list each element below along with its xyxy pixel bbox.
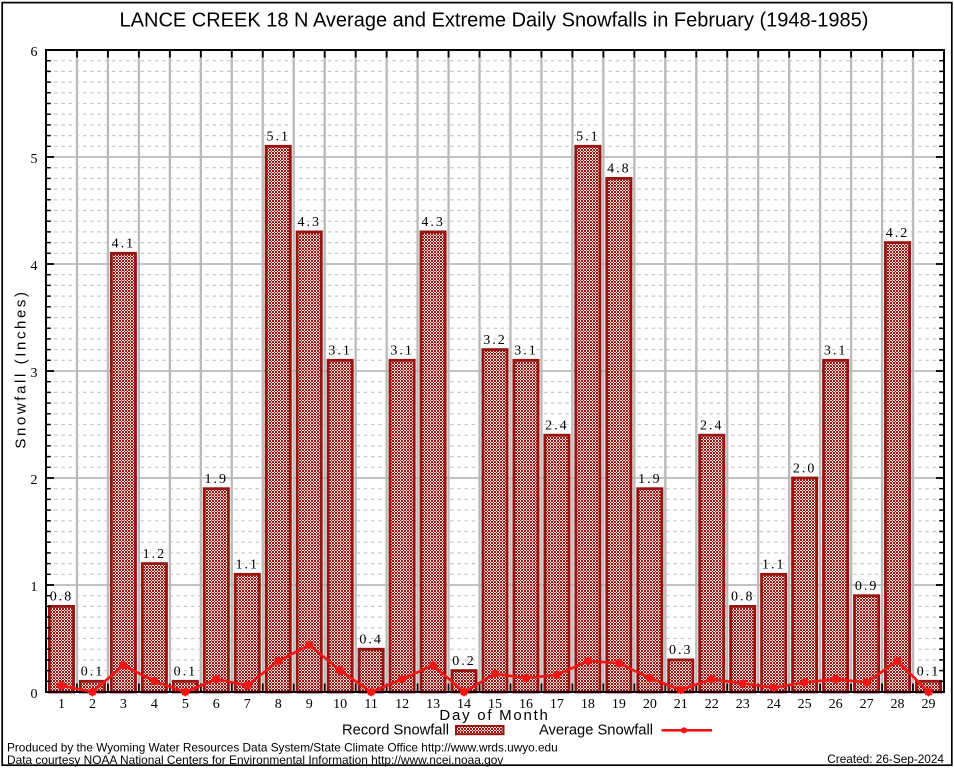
svg-text:LANCE CREEK 18 N Average and E: LANCE CREEK 18 N Average and Extreme Dai… <box>120 10 869 32</box>
svg-text:20: 20 <box>643 697 657 712</box>
svg-text:25: 25 <box>798 697 812 712</box>
svg-text:2: 2 <box>89 697 96 712</box>
svg-text:1.1: 1.1 <box>236 558 260 573</box>
svg-text:3.1: 3.1 <box>514 344 538 359</box>
svg-text:Created: 26-Sep-2024: Created: 26-Sep-2024 <box>827 752 944 766</box>
svg-text:19: 19 <box>612 697 626 712</box>
svg-text:26: 26 <box>829 697 843 712</box>
svg-text:0.4: 0.4 <box>359 633 383 648</box>
svg-text:3.1: 3.1 <box>824 344 848 359</box>
svg-text:0.1: 0.1 <box>174 665 198 680</box>
svg-text:Data courtesy NOAA National Ce: Data courtesy NOAA National Centers for … <box>7 753 503 767</box>
svg-text:2: 2 <box>31 473 38 488</box>
svg-text:4.2: 4.2 <box>886 226 910 241</box>
svg-text:5: 5 <box>31 152 38 167</box>
svg-text:4.8: 4.8 <box>607 162 631 177</box>
svg-text:Produced by the Wyoming Water: Produced by the Wyoming Water Resources … <box>7 741 558 755</box>
svg-text:3: 3 <box>31 366 38 381</box>
svg-text:12: 12 <box>395 697 409 712</box>
svg-text:1.9: 1.9 <box>205 472 229 487</box>
svg-text:0.9: 0.9 <box>855 579 879 594</box>
svg-text:18: 18 <box>581 697 595 712</box>
svg-text:0.1: 0.1 <box>81 665 105 680</box>
svg-text:29: 29 <box>922 697 936 712</box>
svg-text:0.3: 0.3 <box>669 643 693 658</box>
svg-text:0.8: 0.8 <box>50 590 74 605</box>
svg-text:3.1: 3.1 <box>328 344 352 359</box>
svg-text:6: 6 <box>31 45 38 60</box>
svg-text:1: 1 <box>31 580 38 595</box>
svg-text:0.1: 0.1 <box>917 665 941 680</box>
svg-text:0: 0 <box>31 687 38 702</box>
svg-text:1.1: 1.1 <box>762 558 786 573</box>
svg-text:4: 4 <box>31 259 38 274</box>
svg-text:8: 8 <box>275 697 282 712</box>
svg-text:4.3: 4.3 <box>297 215 321 230</box>
svg-text:6: 6 <box>213 697 220 712</box>
svg-text:Record Snowfall: Record Snowfall <box>342 723 449 739</box>
svg-text:21: 21 <box>674 697 688 712</box>
svg-text:1: 1 <box>58 697 65 712</box>
svg-text:Day of Month: Day of Month <box>439 707 549 724</box>
svg-text:11: 11 <box>364 697 377 712</box>
svg-text:13: 13 <box>426 697 440 712</box>
svg-text:2.4: 2.4 <box>700 419 724 434</box>
svg-text:1.2: 1.2 <box>143 547 167 562</box>
svg-text:15: 15 <box>488 697 502 712</box>
svg-text:0.8: 0.8 <box>731 590 755 605</box>
svg-text:2.4: 2.4 <box>545 419 569 434</box>
svg-text:4.3: 4.3 <box>421 215 445 230</box>
svg-text:5: 5 <box>182 697 189 712</box>
svg-text:22: 22 <box>705 697 719 712</box>
svg-text:3.1: 3.1 <box>390 344 414 359</box>
svg-text:17: 17 <box>550 697 564 712</box>
svg-text:23: 23 <box>736 697 750 712</box>
svg-text:2.0: 2.0 <box>793 461 817 476</box>
svg-text:0.2: 0.2 <box>452 654 476 669</box>
svg-text:1.9: 1.9 <box>638 472 662 487</box>
svg-text:4: 4 <box>151 697 158 712</box>
svg-text:14: 14 <box>457 697 471 712</box>
svg-text:3.2: 3.2 <box>483 333 507 348</box>
svg-text:3: 3 <box>120 697 127 712</box>
svg-text:5.1: 5.1 <box>266 130 290 145</box>
svg-text:4.1: 4.1 <box>112 237 136 252</box>
svg-text:Average Snowfall: Average Snowfall <box>539 723 653 739</box>
svg-text:10: 10 <box>333 697 347 712</box>
svg-text:24: 24 <box>767 697 781 712</box>
svg-text:5.1: 5.1 <box>576 130 600 145</box>
svg-text:7: 7 <box>244 697 251 712</box>
svg-text:Snowfall (Inches): Snowfall (Inches) <box>13 289 30 448</box>
svg-text:27: 27 <box>860 697 874 712</box>
svg-text:28: 28 <box>891 697 905 712</box>
svg-text:9: 9 <box>306 697 313 712</box>
svg-text:16: 16 <box>519 697 533 712</box>
